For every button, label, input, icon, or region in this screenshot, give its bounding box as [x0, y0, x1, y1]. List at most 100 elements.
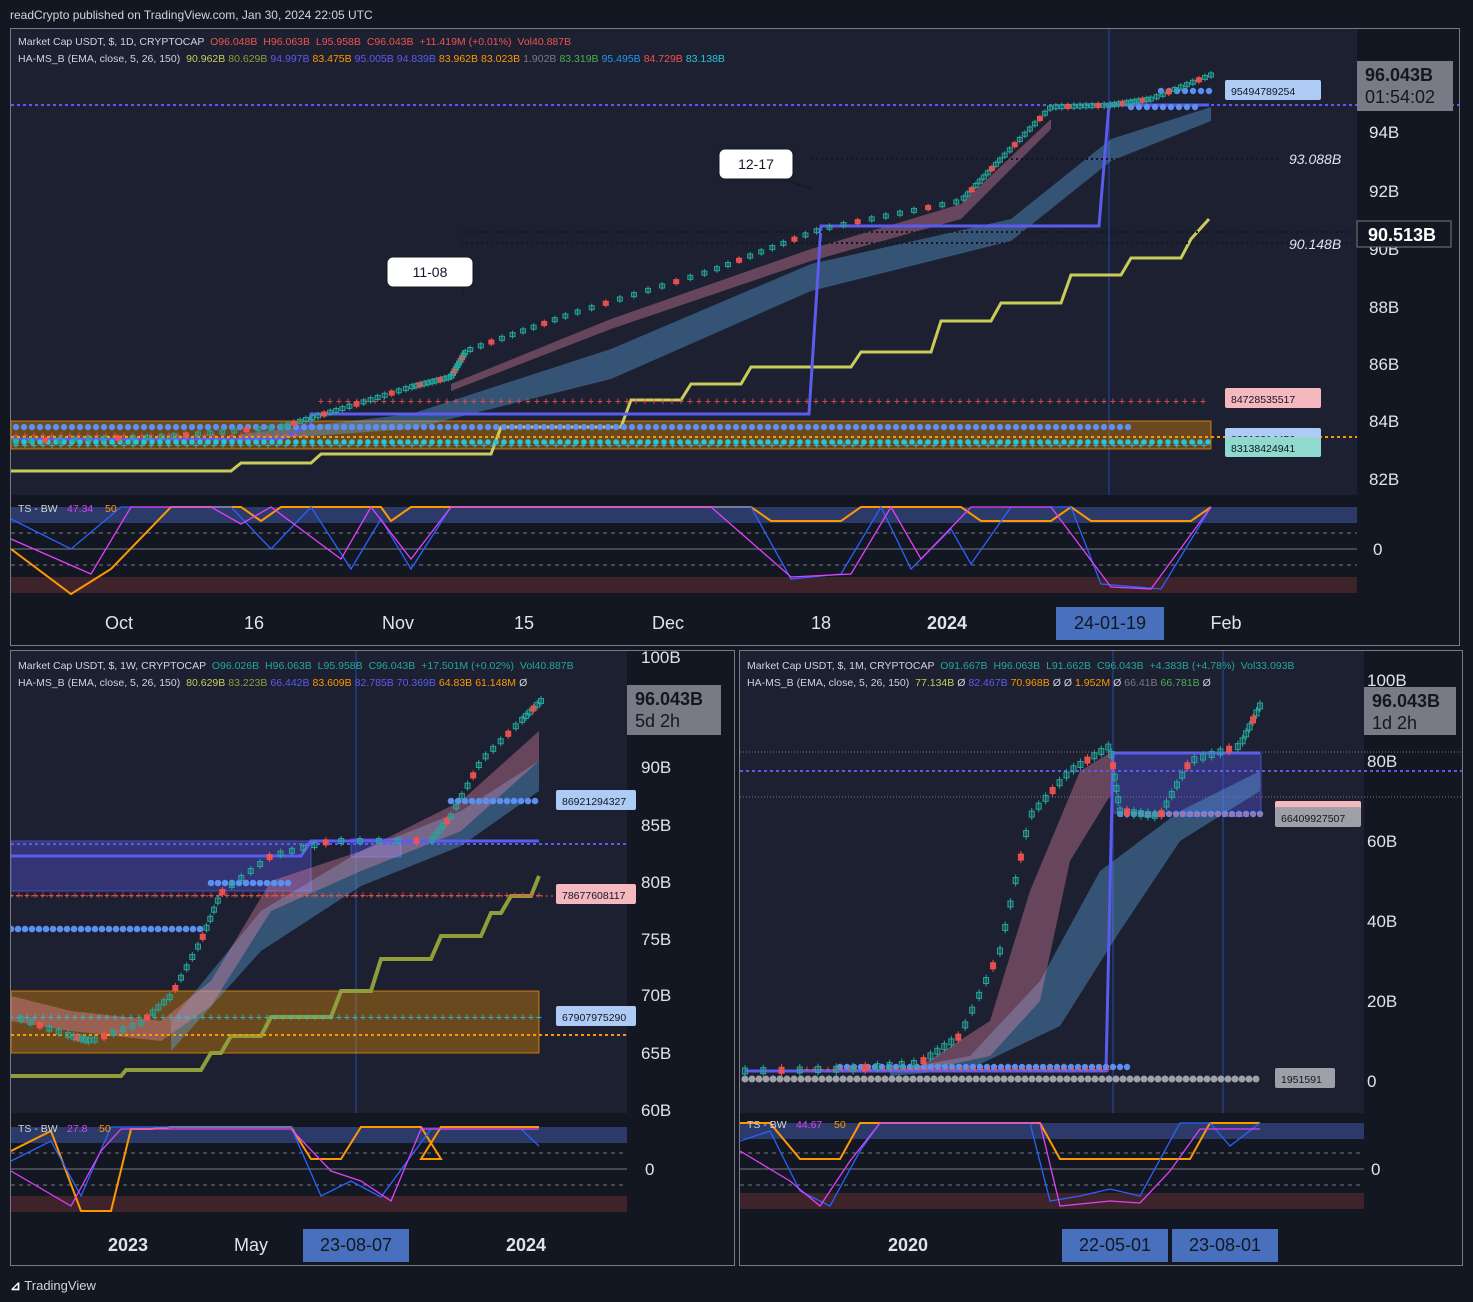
candle-body — [339, 406, 346, 412]
candle-body — [207, 430, 214, 436]
signal-cross: + — [1070, 1064, 1076, 1076]
signal-cross: + — [256, 440, 262, 452]
signal-dot — [709, 439, 715, 445]
candle-body — [1257, 702, 1263, 710]
signal-dot — [676, 423, 684, 431]
candle-body — [538, 698, 544, 704]
signal-cross: + — [337, 440, 343, 452]
signal-dot — [412, 423, 420, 431]
indicator-value: 83.319B — [559, 53, 599, 65]
signal-dot — [213, 439, 219, 445]
signal-cross: + — [948, 396, 954, 408]
signal-dot — [1172, 810, 1180, 818]
signal-cross: + — [31, 430, 37, 442]
signal-cross: + — [464, 1012, 470, 1024]
daily-chart-panel[interactable]: USDT, 1DMarket Cap USDT, $94B92B90B88B86… — [10, 28, 1460, 646]
signal-dot — [1193, 810, 1201, 818]
candle-body — [300, 844, 307, 851]
weekly-chart-panel[interactable]: USDT, 1WMarket Cap USDT, $100B90B85B80B7… — [10, 650, 735, 1266]
candle-body — [1115, 796, 1122, 804]
signal-cross: + — [49, 440, 55, 452]
candle-body — [482, 753, 489, 760]
signal-dot — [1084, 1075, 1092, 1083]
signal-cross: + — [11, 890, 14, 902]
signal-dot — [116, 423, 124, 431]
candle-body — [1130, 809, 1137, 817]
candle-body — [375, 838, 382, 844]
signal-dot — [124, 423, 132, 431]
signal-dot — [805, 439, 811, 445]
signal-cross: + — [993, 1064, 999, 1076]
signal-dot — [769, 1075, 777, 1083]
candle-body — [356, 838, 363, 844]
signal-dot — [381, 439, 387, 445]
signal-dot — [389, 439, 395, 445]
signal-dot — [100, 423, 108, 431]
candle-body — [1143, 97, 1150, 103]
daily-chart-canvas[interactable]: USDT, 1DMarket Cap USDT, $94B92B90B88B86… — [11, 29, 1460, 646]
signal-dot — [28, 423, 36, 431]
signal-dot — [509, 439, 515, 445]
signal-cross: + — [858, 396, 864, 408]
candle-body — [964, 191, 971, 197]
signal-dot — [895, 1075, 903, 1083]
signal-cross: + — [211, 430, 217, 442]
level-price-box — [1356, 220, 1452, 248]
candle-body — [927, 1052, 934, 1060]
candle-body — [413, 838, 420, 844]
signal-dot — [453, 439, 459, 445]
monthly-chart-panel[interactable]: USDT, 1MMarket Cap USDT, $100B80B60B40B2… — [739, 650, 1463, 1266]
signal-dot — [867, 1075, 875, 1083]
signal-cross: + — [985, 440, 991, 452]
signal-cross: + — [769, 440, 775, 452]
candle-body — [488, 339, 495, 345]
signal-dot — [818, 1075, 826, 1083]
signal-cross: + — [868, 440, 874, 452]
signal-dot — [493, 439, 499, 445]
candle-body — [983, 977, 990, 985]
signal-cross: + — [472, 440, 478, 452]
last-price-label: 96.043B — [1365, 65, 1433, 85]
osc-value: 50 — [99, 1123, 111, 1135]
signal-cross: + — [846, 1064, 852, 1076]
signal-dot — [845, 439, 851, 445]
signal-cross: + — [238, 440, 244, 452]
signal-dot — [133, 925, 141, 933]
signal-cross: + — [1173, 396, 1179, 408]
signal-dot — [955, 1063, 963, 1071]
candle-body — [1070, 765, 1077, 773]
signal-cross: + — [464, 890, 470, 902]
signal-dot — [421, 439, 427, 445]
candle-body — [1177, 84, 1184, 90]
signal-cross: + — [160, 890, 166, 902]
tradingview-logo[interactable]: ⊿ TradingView — [10, 1278, 96, 1294]
monthly-chart-canvas[interactable]: USDT, 1MMarket Cap USDT, $100B80B60B40B2… — [740, 651, 1463, 1266]
candle-body — [1165, 89, 1172, 95]
signal-dot — [1098, 1075, 1106, 1083]
candle-body — [155, 1004, 162, 1011]
candle-body — [436, 827, 443, 834]
callout-label: 12-17 — [738, 156, 774, 172]
signal-cross: + — [292, 430, 298, 442]
signal-cross: + — [16, 890, 22, 902]
weekly-chart-canvas[interactable]: USDT, 1WMarket Cap USDT, $100B90B85B80B7… — [11, 651, 735, 1266]
signal-cross: + — [445, 440, 451, 452]
signal-cross: + — [346, 440, 352, 452]
ema-ribbon — [890, 771, 1260, 1076]
signal-cross: + — [975, 396, 981, 408]
signal-dot — [1039, 1063, 1047, 1071]
candle-body — [129, 435, 136, 441]
signal-dot — [182, 925, 190, 933]
candle-body — [115, 435, 122, 441]
signal-cross: + — [382, 440, 388, 452]
signal-dot — [716, 423, 724, 431]
signal-cross: + — [507, 396, 513, 408]
signal-dot — [557, 439, 563, 445]
signal-dot — [28, 925, 36, 933]
indicator-value: 95.005B — [354, 53, 394, 65]
signal-cross: + — [512, 1012, 518, 1024]
signal-cross: + — [121, 440, 127, 452]
step-line — [11, 217, 1211, 473]
legend-low: L91.662B — [1046, 660, 1092, 672]
level-label: 90.148B — [1289, 236, 1341, 252]
